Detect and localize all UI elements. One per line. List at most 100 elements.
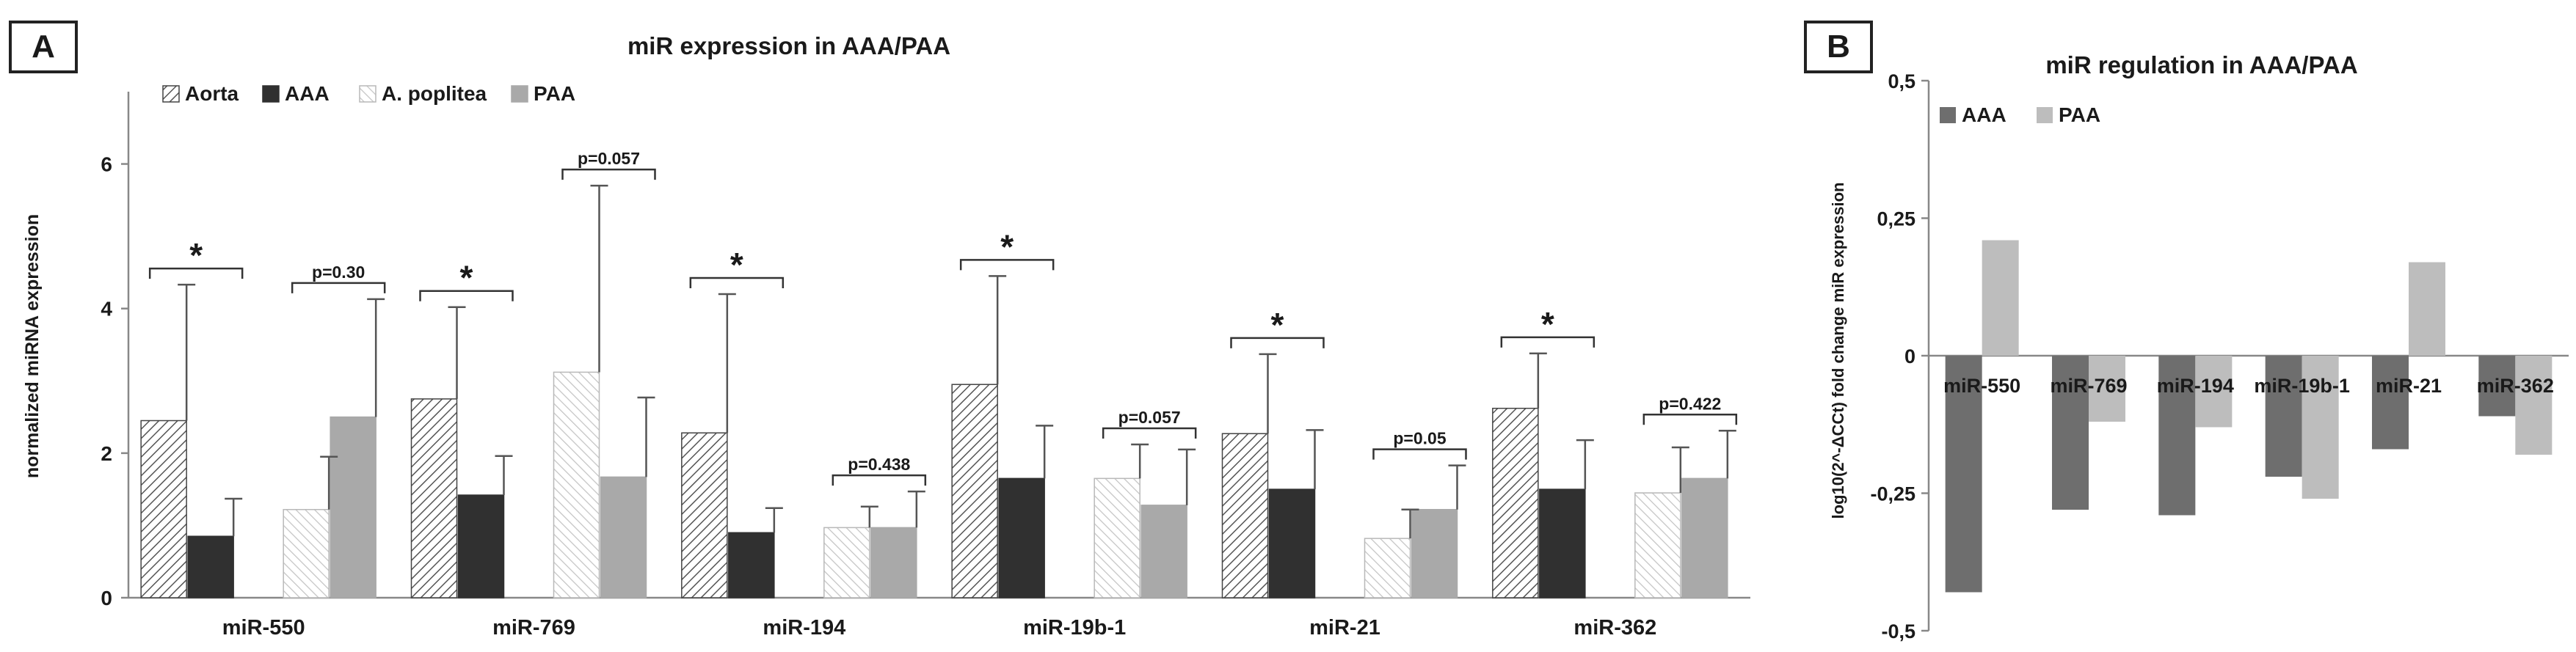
category-label-mir-21: miR-21 xyxy=(2376,375,2442,397)
bar-aaa-mir-194 xyxy=(2158,356,2196,516)
bar-paa-mir-769 xyxy=(2089,356,2125,422)
chart-b-y-tick-label: 0,25 xyxy=(1877,208,1915,230)
panel-a-label-box xyxy=(9,21,78,73)
p-value-label: p=0.438 xyxy=(848,455,910,474)
significance-star: * xyxy=(1271,306,1284,344)
legend-swatch-aaa xyxy=(1940,107,1956,123)
panel-b-label-box xyxy=(1804,21,1873,73)
chart-a-y-tick-label: 2 xyxy=(101,442,112,465)
bar-paa-mir-21 xyxy=(1411,508,1458,598)
chart-b-category-labels: miR-550 miR-769 miR-194 miR-19b-1 miR-21 miR-… xyxy=(1943,375,2554,397)
category-label-mir-362: miR-362 xyxy=(1573,616,1656,640)
p-value-label: p=0.05 xyxy=(1393,429,1446,448)
category-label-mir-194: miR-194 xyxy=(763,616,845,640)
bar-paa-mir-21 xyxy=(2409,262,2445,356)
panel-b-label: B xyxy=(1827,29,1850,65)
bar-paa-mir-550 xyxy=(1982,240,2019,356)
bar-a-poplitea-mir-19b-1 xyxy=(1094,477,1140,598)
significance-bracket-mir-21 xyxy=(1230,337,1325,348)
bar-paa-mir-769 xyxy=(600,476,647,598)
significance-star: * xyxy=(189,236,203,274)
bar-aorta-mir-550 xyxy=(140,420,187,598)
bar-a-poplitea-mir-21 xyxy=(1364,538,1411,598)
chart-a-y-tick-label: 4 xyxy=(101,298,112,320)
p-value-label: p=0.30 xyxy=(312,263,365,282)
bar-aaa-mir-362 xyxy=(2478,356,2516,417)
significance-bracket-mir-550 xyxy=(291,282,386,293)
legend-swatch-paa xyxy=(511,85,528,103)
bar-aaa-mir-19b-1 xyxy=(2265,356,2302,477)
bar-aaa-mir-550 xyxy=(187,535,234,598)
legend-swatch-aorta xyxy=(162,85,180,103)
chart-a-title: miR expression in AAA/PAA xyxy=(627,32,950,59)
significance-bracket-mir-769 xyxy=(561,168,656,180)
bar-aaa-mir-362 xyxy=(1539,488,1586,598)
chart-b-title: miR regulation in AAA/PAA xyxy=(2045,51,2357,78)
panel-a: A miR expression in AAA/PAA normalized m… xyxy=(9,21,1750,640)
chart-a-y-ticks: 0 2 4 6 xyxy=(101,153,128,609)
chart-a-y-tick-label: 6 xyxy=(101,153,112,176)
bar-paa-mir-194 xyxy=(870,527,917,598)
bar-a-poplitea-mir-194 xyxy=(823,527,870,598)
legend-swatch-aaa xyxy=(262,85,280,103)
bar-aaa-mir-194 xyxy=(728,532,775,598)
category-label-mir-769: miR-769 xyxy=(492,616,575,640)
chart-a-legend: Aorta AAA A. poplitea PAA xyxy=(162,82,575,105)
chart-a-category-labels: miR-550 miR-769 miR-194 miR-19b-1 miR-21 miR-… xyxy=(222,616,1656,640)
category-label-mir-19b-1: miR-19b-1 xyxy=(2254,375,2350,397)
bar-aaa-mir-769 xyxy=(457,494,505,598)
chart-b-y-tick-label: 0,5 xyxy=(1888,70,1915,92)
significance-bracket-mir-19b-1 xyxy=(959,259,1055,271)
chart-b-y-tick-label: -0,5 xyxy=(1881,620,1915,642)
bar-aorta-mir-362 xyxy=(1492,407,1539,598)
chart-a-y-tick-label: 0 xyxy=(101,587,112,609)
significance-bracket-mir-362 xyxy=(1500,336,1596,348)
bar-a-poplitea-mir-362 xyxy=(1634,492,1681,598)
significance-bracket-mir-194 xyxy=(689,276,785,288)
bar-a-poplitea-mir-769 xyxy=(553,371,600,598)
significance-bracket-mir-362 xyxy=(1642,414,1738,425)
legend-swatch-a-poplitea xyxy=(359,85,376,103)
category-label-mir-21: miR-21 xyxy=(1309,616,1380,640)
bar-paa-mir-19b-1 xyxy=(2302,356,2339,499)
chart-a-annotations: * p=0.30 * p=0.057 * p=0.438 * p=0.057 * p=0.05 * p… xyxy=(148,149,1738,486)
chart-b-y-ticks: -0,5 -0,25 0 0,25 0,5 xyxy=(1870,70,1929,642)
category-label-mir-769: miR-769 xyxy=(2050,375,2127,397)
significance-star: * xyxy=(1000,227,1014,265)
chart-b-y-tick-label: -0,25 xyxy=(1870,483,1915,505)
bar-aaa-mir-21 xyxy=(1268,488,1316,598)
bar-aorta-mir-769 xyxy=(410,398,458,598)
legend-swatch-paa xyxy=(2037,107,2053,123)
bar-aorta-mir-19b-1 xyxy=(951,384,998,598)
legend-label-aaa: AAA xyxy=(1962,103,2006,126)
legend-label-paa: PAA xyxy=(2059,103,2100,126)
p-value-label: p=0.057 xyxy=(578,149,640,168)
significance-bracket-mir-550 xyxy=(148,267,244,279)
significance-bracket-mir-19b-1 xyxy=(1102,427,1197,439)
bar-aaa-mir-769 xyxy=(2052,356,2089,510)
panel-a-label: A xyxy=(32,29,55,65)
bar-paa-mir-194 xyxy=(2195,356,2233,428)
bar-aaa-mir-550 xyxy=(1945,356,1982,593)
chart-b-legend: AAA PAA xyxy=(1940,103,2100,126)
panel-b: B miR regulation in AAA/PAA log10(2^-ΔCC… xyxy=(1804,21,2569,642)
category-label-mir-194: miR-194 xyxy=(2157,375,2234,397)
significance-bracket-mir-21 xyxy=(1372,448,1467,460)
category-label-mir-550: miR-550 xyxy=(222,616,305,640)
bar-paa-mir-362 xyxy=(2515,356,2553,455)
significance-star: * xyxy=(1541,305,1554,343)
chart-b-bars xyxy=(1945,240,2553,593)
legend-label-aaa: AAA xyxy=(285,82,330,105)
legend-label-aorta: Aorta xyxy=(185,82,239,105)
bar-a-poplitea-mir-550 xyxy=(283,508,330,598)
bar-aorta-mir-21 xyxy=(1221,433,1269,598)
chart-a-error-bars xyxy=(178,184,1736,539)
chart-b-y-tick-label: 0 xyxy=(1904,345,1915,367)
category-label-mir-550: miR-550 xyxy=(1943,375,2020,397)
bar-paa-mir-550 xyxy=(330,416,376,598)
chart-a-y-axis-label: normalized miRNA expression xyxy=(22,214,43,478)
significance-star: * xyxy=(460,259,473,297)
bar-paa-mir-19b-1 xyxy=(1140,505,1187,598)
bar-aaa-mir-21 xyxy=(2372,356,2409,450)
